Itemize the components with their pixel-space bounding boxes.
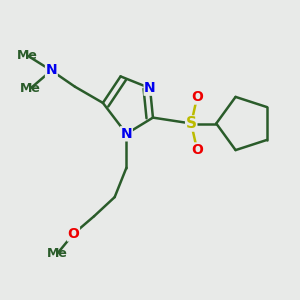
- Text: N: N: [121, 127, 132, 141]
- Text: Me: Me: [20, 82, 41, 95]
- Text: O: O: [191, 90, 203, 104]
- Text: N: N: [46, 64, 57, 77]
- Text: N: N: [144, 81, 156, 95]
- Text: O: O: [191, 143, 203, 157]
- Text: O: O: [68, 227, 80, 241]
- Text: S: S: [186, 116, 197, 131]
- Text: Me: Me: [47, 247, 68, 260]
- Text: Me: Me: [17, 49, 38, 62]
